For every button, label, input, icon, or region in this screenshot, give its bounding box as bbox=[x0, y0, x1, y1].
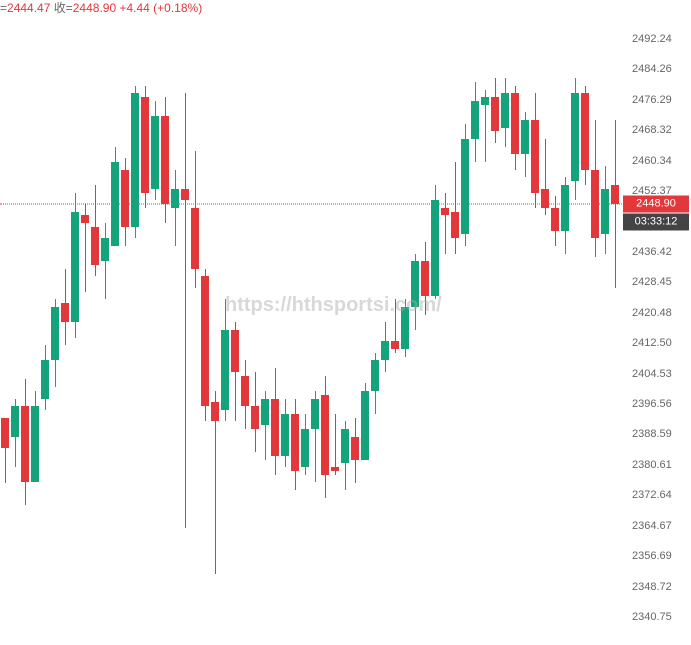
candle-body bbox=[481, 97, 489, 105]
candle-body bbox=[201, 276, 209, 406]
candle-body bbox=[41, 360, 49, 398]
candle-wick bbox=[335, 414, 336, 475]
candle-wick bbox=[175, 170, 176, 246]
candle-body bbox=[161, 116, 169, 204]
candle-body bbox=[311, 399, 319, 430]
candle-body bbox=[421, 261, 429, 295]
current-price-line bbox=[0, 204, 622, 205]
candle-body bbox=[191, 208, 199, 269]
candle-wick bbox=[185, 93, 186, 528]
ytick-label: 2492.24 bbox=[632, 33, 672, 45]
ytick-label: 2412.50 bbox=[632, 337, 672, 349]
candle-body bbox=[461, 139, 469, 234]
candle-body bbox=[71, 212, 79, 323]
ytick-label: 2484.26 bbox=[632, 63, 672, 75]
ytick-label: 2356.69 bbox=[632, 550, 672, 562]
candle-body bbox=[251, 406, 259, 429]
change-value: +4.44 (+0.18%) bbox=[116, 1, 202, 15]
candle-body bbox=[301, 429, 309, 467]
ytick-label: 2396.56 bbox=[632, 398, 672, 410]
ytick-label: 2428.45 bbox=[632, 276, 672, 288]
candle-body bbox=[141, 97, 149, 192]
candle-wick bbox=[615, 120, 616, 288]
candle-body bbox=[281, 414, 289, 456]
candle-body bbox=[181, 189, 189, 200]
ytick-label: 2348.72 bbox=[632, 581, 672, 593]
candle-body bbox=[491, 97, 499, 131]
candle-body bbox=[31, 406, 39, 482]
candle-body bbox=[1, 418, 9, 449]
candle-body bbox=[561, 185, 569, 231]
candle-body bbox=[511, 93, 519, 154]
open-value: 2444.47 bbox=[7, 1, 50, 15]
candle-body bbox=[111, 162, 119, 246]
candle-body bbox=[471, 101, 479, 139]
candle-body bbox=[611, 185, 619, 204]
candle-body bbox=[241, 376, 249, 407]
candle-body bbox=[211, 402, 219, 421]
ytick-label: 2476.29 bbox=[632, 94, 672, 106]
candle-body bbox=[351, 437, 359, 460]
candle-body bbox=[571, 93, 579, 181]
candle-body bbox=[521, 120, 529, 154]
candle-body bbox=[261, 399, 269, 426]
candle-body bbox=[591, 170, 599, 239]
candle-body bbox=[541, 189, 549, 208]
candlestick-chart[interactable] bbox=[0, 16, 622, 628]
current-time-tag: 03:33:12 bbox=[623, 214, 689, 231]
candle-body bbox=[51, 307, 59, 360]
ytick-label: 2380.61 bbox=[632, 459, 672, 471]
candle-body bbox=[451, 212, 459, 239]
candle-body bbox=[581, 93, 589, 169]
candle-body bbox=[431, 200, 439, 295]
candle-body bbox=[131, 93, 139, 227]
close-value: 2448.90 bbox=[73, 1, 116, 15]
ytick-label: 2364.67 bbox=[632, 520, 672, 532]
candle-body bbox=[601, 189, 609, 235]
candle-body bbox=[101, 238, 109, 261]
candle-body bbox=[551, 208, 559, 231]
candle-body bbox=[21, 406, 29, 482]
y-axis: 2492.242484.262476.292468.322460.342452.… bbox=[622, 16, 691, 628]
candle-wick bbox=[445, 193, 446, 254]
ytick-label: 2340.75 bbox=[632, 611, 672, 623]
candle-body bbox=[381, 341, 389, 360]
candle-body bbox=[331, 467, 339, 471]
candle-body bbox=[411, 261, 419, 307]
candle-body bbox=[341, 429, 349, 463]
eq-label: = bbox=[0, 1, 7, 15]
candle-body bbox=[271, 399, 279, 456]
candle-body bbox=[371, 360, 379, 391]
candle-body bbox=[291, 414, 299, 471]
candle-body bbox=[171, 189, 179, 208]
candle-body bbox=[531, 120, 539, 192]
current-price-tag: 2448.90 bbox=[623, 196, 689, 213]
ytick-label: 2468.32 bbox=[632, 124, 672, 136]
candle-body bbox=[121, 170, 129, 227]
candle-body bbox=[81, 215, 89, 223]
candle-body bbox=[441, 208, 449, 216]
candle-body bbox=[61, 303, 69, 322]
close-label: 收= bbox=[50, 1, 72, 15]
ytick-label: 2404.53 bbox=[632, 368, 672, 380]
candle-body bbox=[401, 307, 409, 349]
candle-body bbox=[361, 391, 369, 460]
candle-body bbox=[391, 341, 399, 349]
ytick-label: 2420.48 bbox=[632, 307, 672, 319]
candle-body bbox=[91, 227, 99, 265]
candle-body bbox=[321, 395, 329, 475]
candle-body bbox=[151, 116, 159, 188]
ytick-label: 2436.42 bbox=[632, 246, 672, 258]
ytick-label: 2372.64 bbox=[632, 489, 672, 501]
ytick-label: 2388.59 bbox=[632, 428, 672, 440]
candle-body bbox=[501, 93, 509, 127]
ytick-label: 2460.34 bbox=[632, 155, 672, 167]
candle-body bbox=[11, 406, 19, 437]
candle-wick bbox=[455, 162, 456, 254]
candle-body bbox=[221, 330, 229, 410]
candle-body bbox=[231, 330, 239, 372]
